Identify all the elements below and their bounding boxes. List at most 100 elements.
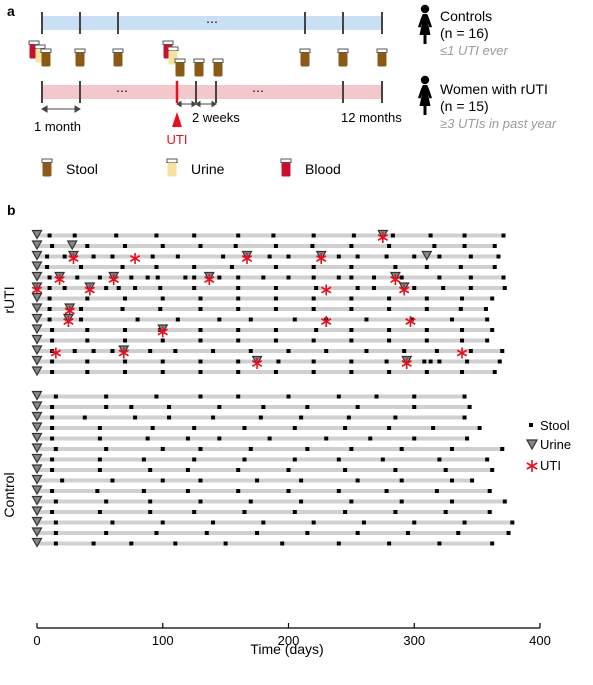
stool-point	[47, 317, 52, 322]
stool-tube-icon	[41, 158, 53, 177]
stool-point	[47, 296, 52, 301]
stool-point	[217, 436, 222, 441]
stool-tube-icon	[193, 58, 205, 77]
stool-point	[399, 447, 404, 451]
stool-point	[501, 233, 506, 238]
stool-point	[387, 328, 392, 332]
urine-point	[31, 292, 43, 303]
stool-point	[437, 359, 442, 364]
stool-point	[492, 265, 497, 269]
stool-point	[286, 254, 291, 259]
stool-point	[255, 478, 260, 483]
stool-point	[424, 370, 429, 374]
stool-point	[393, 468, 398, 472]
stool-point	[402, 349, 407, 353]
stool-point	[50, 370, 55, 374]
stool-point	[85, 359, 90, 364]
stool-tube-icon	[112, 48, 124, 67]
stool-point	[437, 457, 442, 462]
urine-point	[31, 516, 43, 527]
stool-point	[399, 478, 404, 483]
ruti-ellipsis-1: ⋯	[116, 84, 128, 98]
legend-stool: Stool	[66, 161, 98, 177]
urine-point	[31, 355, 43, 366]
ruti-title: Women with rUTI	[440, 81, 548, 97]
legend-urine: Urine	[191, 161, 225, 177]
stool-point	[242, 457, 247, 462]
stool-point	[286, 275, 291, 280]
stool-point	[261, 275, 266, 280]
person-icon	[418, 75, 432, 115]
stool-point	[53, 447, 58, 451]
interval-arrows	[41, 100, 217, 113]
stool-point	[311, 265, 316, 269]
stool-point	[175, 254, 180, 259]
stool-point	[314, 328, 319, 332]
stool-point	[47, 307, 52, 311]
urine-point	[31, 474, 43, 485]
stool-point	[45, 265, 50, 269]
stool-point	[120, 265, 125, 269]
stool-point	[305, 405, 310, 409]
timeline-row	[31, 345, 505, 359]
stool-point	[110, 520, 115, 525]
stool-point	[104, 531, 109, 535]
group-label-control: Control	[1, 472, 17, 517]
legend-urine-marker	[525, 439, 539, 451]
urine-point	[31, 271, 43, 282]
person-icon	[418, 4, 432, 44]
stool-point	[424, 265, 429, 269]
stool-point	[428, 233, 433, 238]
stool-point	[211, 520, 216, 525]
uti-point	[399, 284, 410, 296]
stool-point	[468, 286, 473, 290]
stool-point	[82, 415, 87, 420]
ruti-timeline-bar	[42, 85, 382, 99]
uti-point	[316, 253, 327, 264]
stool-point	[79, 317, 84, 322]
stool-point	[434, 489, 439, 493]
uti-point	[84, 284, 95, 296]
stool-point	[380, 457, 385, 462]
stool-point	[198, 499, 203, 504]
stool-point	[460, 370, 465, 374]
stool-point	[198, 244, 203, 248]
timeline-row	[31, 537, 495, 548]
stool-point	[390, 233, 395, 238]
stool-point	[123, 359, 128, 364]
stool-point	[221, 254, 226, 259]
stool-point	[351, 233, 356, 238]
stool-point	[465, 436, 470, 441]
one-month-label: 1 month	[34, 119, 81, 134]
uti-point-stroke	[399, 286, 410, 294]
stool-point	[85, 244, 90, 248]
stool-point	[280, 541, 285, 546]
stool-point	[292, 317, 297, 322]
uti-point-stroke	[390, 276, 401, 283]
x-axis-label: Time (days)	[250, 641, 323, 657]
stool-point	[458, 265, 463, 269]
urine-point	[31, 240, 43, 251]
timeline-row	[31, 303, 488, 317]
stool-point	[500, 447, 505, 451]
stool-point	[470, 478, 475, 483]
timeline-row	[31, 240, 497, 251]
stool-point	[422, 359, 427, 364]
stool-point	[273, 296, 278, 301]
stool-point	[311, 296, 316, 301]
legend-uti-label: UTI	[540, 458, 561, 473]
ruti-n: (n = 15)	[440, 98, 489, 114]
timeline-row	[31, 506, 492, 517]
stool-point	[185, 468, 190, 472]
stool-point	[50, 426, 55, 430]
stool-point	[276, 359, 281, 364]
uti-point	[377, 232, 388, 243]
stool-point	[148, 499, 153, 504]
stool-point	[85, 328, 90, 332]
stool-point	[192, 510, 197, 514]
stool-point	[50, 510, 55, 514]
stool-point	[148, 349, 153, 353]
uti-point-stroke	[157, 328, 168, 336]
stool-point	[95, 489, 100, 493]
x-tick-label: 200	[278, 633, 300, 648]
